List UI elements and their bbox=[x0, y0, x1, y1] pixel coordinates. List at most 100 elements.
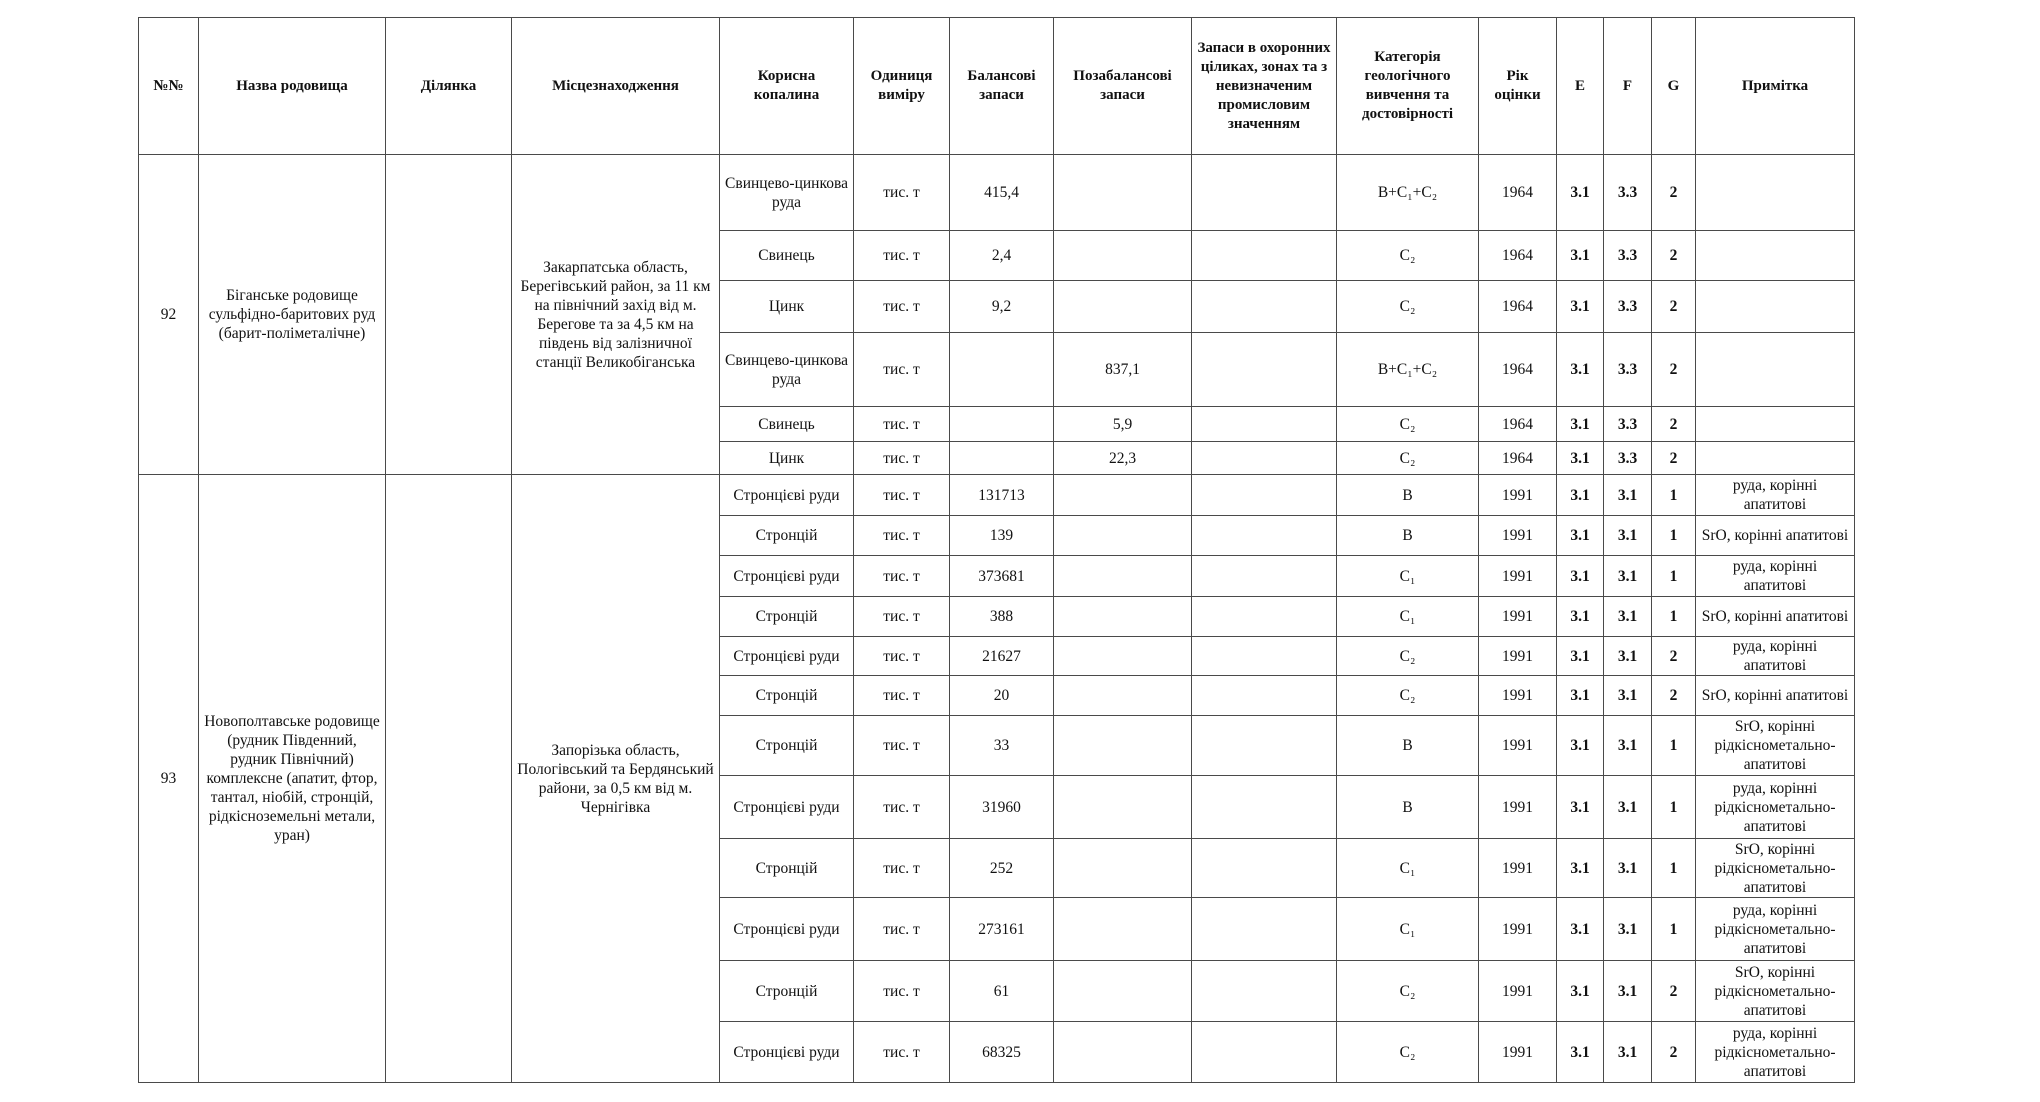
cell-g: 1 bbox=[1651, 897, 1696, 961]
cell-e: 3.1 bbox=[1556, 960, 1604, 1022]
header-col-f: F bbox=[1603, 17, 1652, 155]
cell-note: руда, корінні апатитові bbox=[1695, 555, 1855, 597]
cell-balance: 388 bbox=[949, 596, 1054, 637]
cell-f: 3.1 bbox=[1603, 1021, 1652, 1083]
cell-note bbox=[1695, 230, 1855, 281]
cell-offbalance bbox=[1053, 897, 1192, 961]
cell-note: SrO, корінні апатитові bbox=[1695, 675, 1855, 716]
cell-g: 1 bbox=[1651, 715, 1696, 776]
cell-e: 3.1 bbox=[1556, 441, 1604, 475]
cell-f: 3.1 bbox=[1603, 897, 1652, 961]
table-row: Цинк тис. т 9,2 C₂ 1964 3.1 3.3 2 bbox=[139, 280, 1855, 333]
cell-unit: тис. т bbox=[853, 897, 950, 961]
cell-balance: 9,2 bbox=[949, 280, 1054, 333]
cell-year: 1991 bbox=[1478, 515, 1557, 556]
deposit-plot bbox=[385, 474, 512, 1083]
cell-mineral: Цинк bbox=[719, 280, 854, 333]
cell-f: 3.3 bbox=[1603, 441, 1652, 475]
cell-year: 1991 bbox=[1478, 474, 1557, 516]
cell-note: руда, корінні апатитові bbox=[1695, 636, 1855, 676]
cell-g: 1 bbox=[1651, 515, 1696, 556]
cell-category: C₂ bbox=[1336, 1021, 1479, 1083]
deposit-location: Закарпатська область, Берегівський район… bbox=[511, 154, 720, 475]
cell-balance: 131713 bbox=[949, 474, 1054, 516]
cell-protected bbox=[1191, 636, 1337, 676]
cell-f: 3.3 bbox=[1603, 154, 1652, 231]
cell-g: 2 bbox=[1651, 441, 1696, 475]
cell-mineral: Стронцієві руди bbox=[719, 555, 854, 597]
cell-offbalance bbox=[1053, 636, 1192, 676]
cell-category: B bbox=[1336, 474, 1479, 516]
cell-note bbox=[1695, 280, 1855, 333]
cell-year: 1991 bbox=[1478, 897, 1557, 961]
cell-category: C₂ bbox=[1336, 960, 1479, 1022]
deposit-number: 93 bbox=[138, 474, 199, 1083]
cell-protected bbox=[1191, 596, 1337, 637]
header-col-offbalance-reserves: Позабалансові запаси bbox=[1053, 17, 1192, 155]
cell-offbalance bbox=[1053, 515, 1192, 556]
deposit-number: 92 bbox=[138, 154, 199, 475]
cell-g: 2 bbox=[1651, 406, 1696, 442]
table-row: Стронцій тис. т 139 B 1991 3.1 3.1 1 SrO, корінн… bbox=[139, 515, 1855, 556]
cell-year: 1991 bbox=[1478, 838, 1557, 898]
cell-protected bbox=[1191, 154, 1337, 231]
cell-year: 1964 bbox=[1478, 332, 1557, 407]
header-col-g: G bbox=[1651, 17, 1696, 155]
cell-protected bbox=[1191, 474, 1337, 516]
cell-offbalance bbox=[1053, 230, 1192, 281]
cell-note bbox=[1695, 406, 1855, 442]
cell-category: C₂ bbox=[1336, 280, 1479, 333]
cell-category: C₂ bbox=[1336, 636, 1479, 676]
cell-note: SrO, корінні апатитові bbox=[1695, 596, 1855, 637]
cell-year: 1964 bbox=[1478, 154, 1557, 231]
cell-balance bbox=[949, 332, 1054, 407]
cell-category: B bbox=[1336, 515, 1479, 556]
cell-g: 2 bbox=[1651, 332, 1696, 407]
cell-offbalance bbox=[1053, 960, 1192, 1022]
cell-unit: тис. т bbox=[853, 280, 950, 333]
header-col-note: Примітка bbox=[1695, 17, 1855, 155]
cell-g: 2 bbox=[1651, 636, 1696, 676]
cell-protected bbox=[1191, 775, 1337, 839]
cell-e: 3.1 bbox=[1556, 838, 1604, 898]
cell-category: B bbox=[1336, 775, 1479, 839]
cell-f: 3.3 bbox=[1603, 332, 1652, 407]
cell-mineral: Свинець bbox=[719, 406, 854, 442]
cell-balance: 33 bbox=[949, 715, 1054, 776]
cell-balance bbox=[949, 406, 1054, 442]
cell-f: 3.1 bbox=[1603, 555, 1652, 597]
cell-offbalance bbox=[1053, 838, 1192, 898]
cell-year: 1991 bbox=[1478, 775, 1557, 839]
cell-f: 3.1 bbox=[1603, 474, 1652, 516]
cell-category: B+C₁+C₂ bbox=[1336, 332, 1479, 407]
cell-protected bbox=[1191, 838, 1337, 898]
cell-note bbox=[1695, 332, 1855, 407]
table-row: Свинець тис. т 2,4 C₂ 1964 3.1 3.3 2 bbox=[139, 230, 1855, 281]
table-row: Стронцієві руди тис. т 21627 C₂ 1991 3.1 3.1 2 р… bbox=[139, 636, 1855, 676]
cell-e: 3.1 bbox=[1556, 332, 1604, 407]
cell-category: B+C₁+C₂ bbox=[1336, 154, 1479, 231]
cell-category: C₁ bbox=[1336, 897, 1479, 961]
cell-protected bbox=[1191, 555, 1337, 597]
cell-balance: 61 bbox=[949, 960, 1054, 1022]
table-row: Стронцій тис. т 20 C₂ 1991 3.1 3.1 2 SrO, корінн… bbox=[139, 675, 1855, 716]
cell-balance: 2,4 bbox=[949, 230, 1054, 281]
cell-year: 1991 bbox=[1478, 960, 1557, 1022]
cell-e: 3.1 bbox=[1556, 154, 1604, 231]
cell-protected bbox=[1191, 897, 1337, 961]
cell-protected bbox=[1191, 715, 1337, 776]
cell-category: C₂ bbox=[1336, 441, 1479, 475]
cell-mineral: Стронцій bbox=[719, 715, 854, 776]
cell-year: 1964 bbox=[1478, 230, 1557, 281]
cell-balance: 68325 bbox=[949, 1021, 1054, 1083]
cell-note: руда, корінні рідкіснометально-апатитові bbox=[1695, 1021, 1855, 1083]
cell-offbalance bbox=[1053, 775, 1192, 839]
cell-g: 1 bbox=[1651, 474, 1696, 516]
table-row: Стронцій тис. т 388 C₁ 1991 3.1 3.1 1 SrO, корін… bbox=[139, 596, 1855, 637]
cell-unit: тис. т bbox=[853, 596, 950, 637]
cell-category: B bbox=[1336, 715, 1479, 776]
cell-balance: 252 bbox=[949, 838, 1054, 898]
deposit-plot bbox=[385, 154, 512, 475]
cell-mineral: Стронцій bbox=[719, 960, 854, 1022]
cell-offbalance bbox=[1053, 154, 1192, 231]
